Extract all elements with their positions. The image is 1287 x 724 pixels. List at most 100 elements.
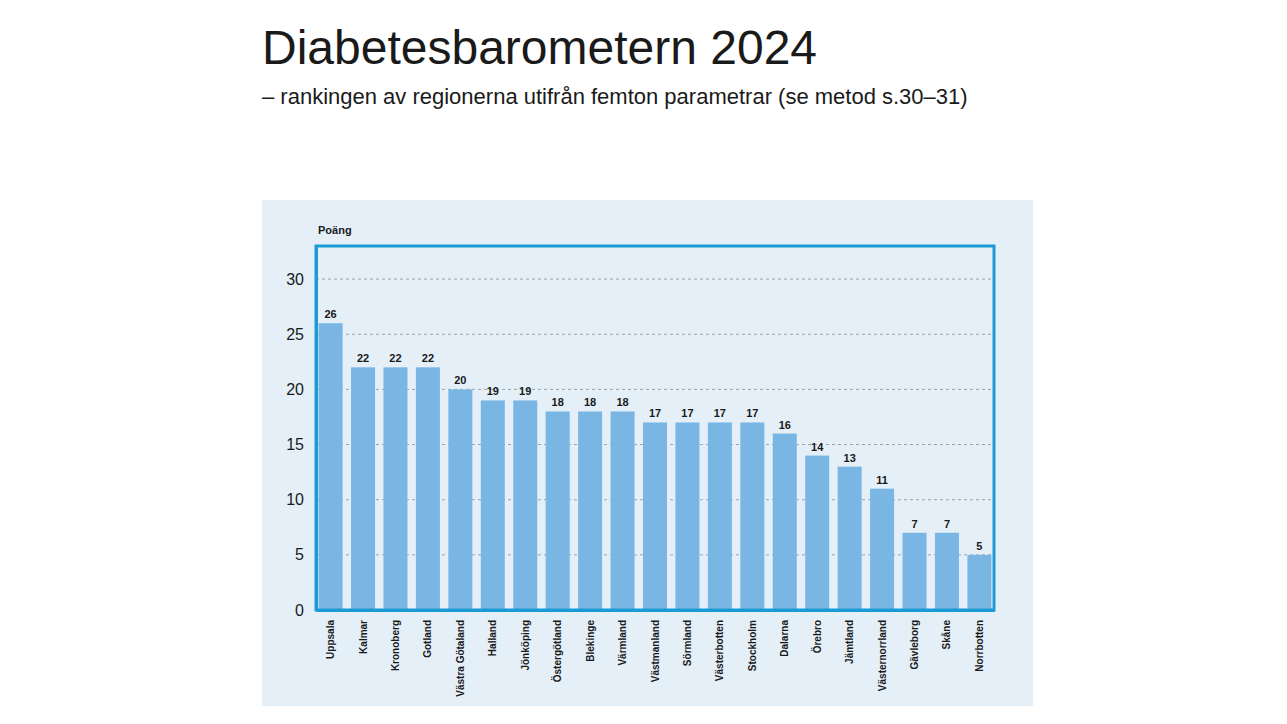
data-label: 19 — [519, 385, 531, 397]
grid-line — [316, 279, 994, 280]
y-tick-label: 30 — [286, 271, 304, 288]
x-tick-label: Västra Götaland — [455, 620, 466, 697]
data-label: 5 — [976, 540, 982, 552]
x-tick: Halland — [487, 610, 498, 656]
subtitle: – rankingen av regionerna utifrån femton… — [262, 84, 968, 109]
x-tick-label: Örebro — [811, 620, 823, 653]
data-label: 22 — [357, 352, 369, 364]
x-tick: Gävleborg — [909, 610, 920, 669]
y-tick-label: 20 — [286, 381, 304, 398]
x-tick: Västmanland — [650, 610, 661, 682]
data-label: 17 — [649, 407, 661, 419]
data-label: 26 — [324, 308, 336, 320]
y-tick: 15 — [286, 436, 316, 453]
data-label: 22 — [422, 352, 434, 364]
data-label: 20 — [454, 374, 466, 386]
bar — [870, 489, 894, 610]
x-tick-label: Jönköping — [520, 620, 531, 671]
y-tick-label: 10 — [286, 491, 304, 508]
x-tick: Blekinge — [585, 610, 596, 662]
x-tick-label: Norrbotten — [974, 620, 985, 672]
x-tick: Kronoberg — [390, 610, 401, 671]
bar — [805, 456, 829, 610]
x-tick-label: Sörmland — [682, 620, 693, 666]
x-tick-label: Kronoberg — [390, 620, 401, 671]
data-label: 17 — [681, 407, 693, 419]
x-axis-line — [317, 609, 995, 612]
x-tick: Sörmland — [682, 610, 693, 666]
bar — [351, 367, 375, 610]
data-label: 14 — [811, 441, 824, 453]
data-label: 19 — [487, 385, 499, 397]
x-tick-label: Gotland — [422, 620, 433, 658]
bar — [967, 555, 991, 610]
data-label: 18 — [552, 396, 564, 408]
x-tick: Västerbotten — [714, 610, 725, 681]
plot-background — [316, 246, 994, 610]
y-tick: 30 — [286, 271, 316, 288]
data-label: 18 — [616, 396, 628, 408]
x-tick-label: Dalarna — [779, 620, 790, 657]
y-tick-label: 0 — [295, 602, 304, 619]
bar — [513, 400, 537, 610]
bar — [416, 367, 440, 610]
data-labels: 262222222019191818181717171716141311775 — [324, 308, 982, 552]
y-axis-line — [315, 247, 318, 611]
y-axis: 0 5 10 15 20 25 30 — [286, 247, 316, 619]
x-tick-label: Halland — [487, 620, 498, 656]
x-tick: Värmland — [617, 610, 628, 666]
x-tick: Kalmar — [358, 610, 369, 654]
title: Diabetesbarometern 2024 — [262, 21, 817, 74]
x-tick: Uppsala — [325, 610, 336, 659]
x-tick-label: Stockholm — [747, 620, 758, 671]
bar — [773, 434, 797, 610]
x-tick-label: Västmanland — [650, 620, 661, 682]
x-tick: Örebro — [811, 610, 823, 653]
x-tick: Norrbotten — [974, 610, 985, 672]
bar — [708, 422, 732, 610]
y-tick-label: 5 — [295, 546, 304, 563]
bar — [611, 411, 635, 610]
bar — [675, 422, 699, 610]
bar — [903, 533, 927, 610]
x-tick-label: Västernorrland — [877, 620, 888, 691]
x-tick-label: Gävleborg — [909, 620, 920, 669]
plot-frame — [316, 246, 994, 610]
bar — [838, 467, 862, 610]
y-tick: 10 — [286, 491, 316, 508]
data-label: 18 — [584, 396, 596, 408]
bar — [740, 422, 764, 610]
bar — [481, 400, 505, 610]
data-label: 13 — [844, 452, 856, 464]
data-label: 16 — [779, 419, 791, 431]
bar — [935, 533, 959, 610]
grid-line — [316, 610, 994, 611]
x-tick-label: Skåne — [941, 620, 952, 650]
x-tick-label: Jämtland — [844, 620, 855, 664]
y-tick: 25 — [286, 326, 316, 343]
x-axis: Uppsala Kalmar Kronoberg Gotland Västra Göta… — [317, 610, 995, 697]
x-tick-label: Kalmar — [358, 620, 369, 654]
bar — [578, 411, 602, 610]
y-axis-title: Poäng — [318, 224, 352, 236]
grid-line — [316, 334, 994, 335]
y-tick: 20 — [286, 381, 316, 398]
data-label: 22 — [389, 352, 401, 364]
chart-root: Diabetesbarometern 2024 – rankingen av re… — [0, 0, 1287, 724]
y-tick-label: 15 — [286, 436, 304, 453]
x-tick-label: Västerbotten — [714, 620, 725, 681]
data-label: 7 — [944, 518, 950, 530]
x-tick: Västra Götaland — [455, 610, 466, 697]
x-tick: Skåne — [941, 610, 952, 649]
x-tick: Dalarna — [779, 610, 790, 657]
x-tick-label: Uppsala — [325, 620, 336, 659]
bars — [319, 323, 992, 610]
data-label: 17 — [714, 407, 726, 419]
x-tick: Västernorrland — [877, 610, 888, 691]
x-tick: Östergötland — [551, 610, 563, 682]
x-tick: Gotland — [422, 610, 433, 658]
x-tick-label: Östergötland — [551, 620, 563, 682]
bar — [319, 323, 343, 610]
bar — [546, 411, 570, 610]
bar — [448, 389, 472, 610]
